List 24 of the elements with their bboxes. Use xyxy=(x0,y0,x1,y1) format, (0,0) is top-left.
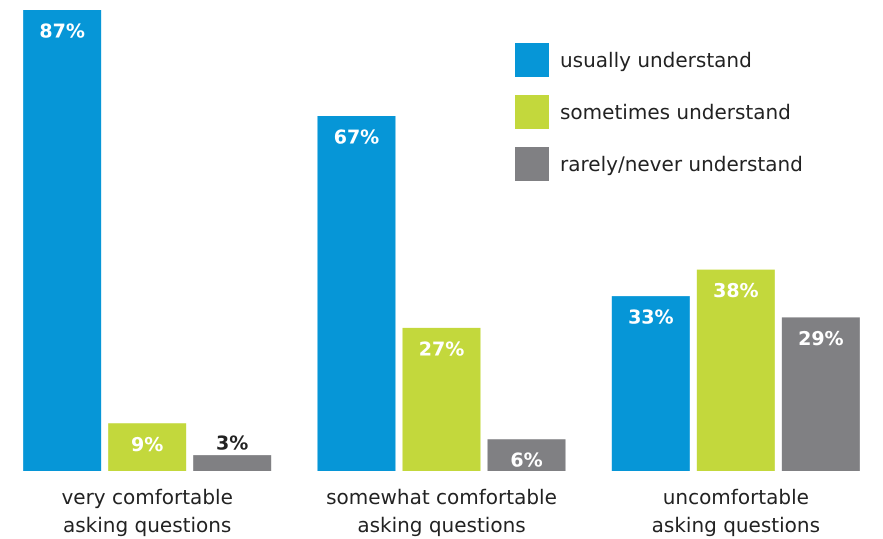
bar xyxy=(612,296,690,471)
data-label: 87% xyxy=(39,20,85,42)
bar xyxy=(402,328,480,471)
data-label: 3% xyxy=(216,432,248,455)
data-label: 27% xyxy=(418,338,464,360)
data-label: 38% xyxy=(713,280,759,302)
x-tick-label: somewhat comfortable asking questions xyxy=(326,485,557,537)
data-label: 29% xyxy=(798,328,844,350)
bar xyxy=(782,317,860,471)
legend-label: usually understand xyxy=(560,48,752,72)
bar xyxy=(23,10,102,471)
legend-label: rarely/never understand xyxy=(560,152,803,176)
x-tick-label: uncomfortable asking questions xyxy=(652,485,820,537)
bar xyxy=(317,116,396,471)
bar xyxy=(696,270,775,471)
data-label: 67% xyxy=(334,126,380,148)
legend-label: sometimes understand xyxy=(560,100,791,124)
data-label: 9% xyxy=(131,434,164,456)
data-label: 6% xyxy=(510,450,543,472)
data-label: 33% xyxy=(628,306,674,329)
bar xyxy=(488,439,566,471)
bar xyxy=(108,423,186,471)
bar xyxy=(193,455,272,471)
x-tick-label: very comfortable asking questions xyxy=(61,485,233,537)
